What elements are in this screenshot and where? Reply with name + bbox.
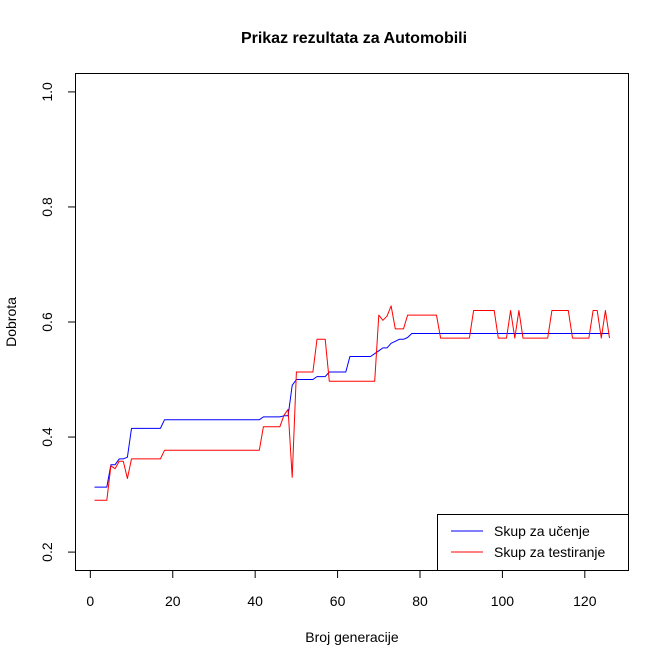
chart-title: Prikaz rezultata za Automobili — [241, 30, 467, 47]
legend-box — [437, 514, 629, 571]
y-tick-label: 0.6 — [39, 312, 55, 332]
y-tick-label: 0.4 — [39, 427, 55, 447]
plot-area — [75, 73, 629, 571]
x-tick-label: 0 — [86, 593, 94, 609]
x-axis: 0 20 40 60 80 100 120 — [86, 570, 597, 609]
x-tick-label: 40 — [247, 593, 263, 609]
series-line-learning — [94, 333, 610, 488]
y-tick-label: 1.0 — [39, 82, 55, 102]
x-tick-label: 60 — [330, 593, 346, 609]
x-tick-label: 100 — [491, 593, 515, 609]
legend-label-testing: Skup za testiranje — [494, 544, 605, 560]
legend-label-learning: Skup za učenje — [494, 523, 590, 539]
series-line-testing — [94, 305, 610, 501]
x-tick-label: 20 — [165, 593, 181, 609]
y-axis-label: Dobrota — [3, 297, 19, 347]
y-tick-label: 0.8 — [39, 197, 55, 217]
series-layer — [94, 305, 610, 501]
legend: Skup za učenje Skup za testiranje — [437, 514, 629, 571]
x-tick-label: 120 — [573, 593, 597, 609]
x-tick-label: 80 — [412, 593, 428, 609]
y-axis: 0.2 0.4 0.6 0.8 1.0 — [39, 82, 76, 562]
y-tick-label: 0.2 — [39, 542, 55, 562]
x-axis-label: Broj generacije — [305, 629, 399, 645]
